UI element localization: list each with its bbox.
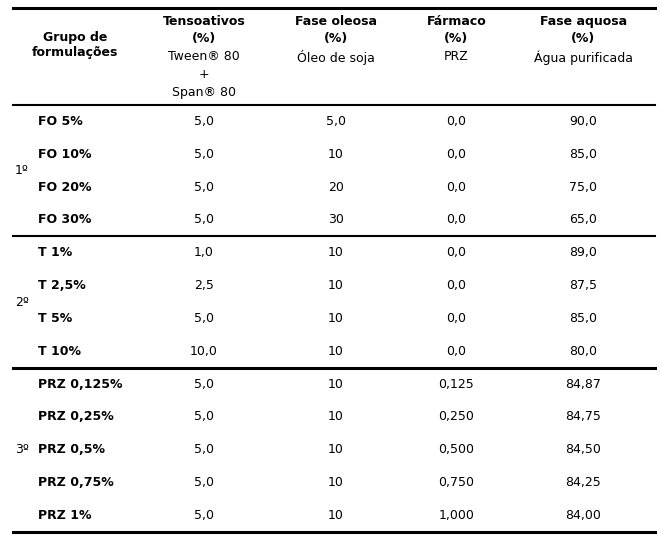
Text: Grupo de
formulações: Grupo de formulações [32, 31, 118, 59]
Text: T 1%: T 1% [38, 246, 73, 259]
Text: 10: 10 [328, 148, 344, 161]
Text: 10: 10 [328, 377, 344, 390]
Text: T 5%: T 5% [38, 312, 73, 325]
Text: 10,0: 10,0 [190, 345, 218, 358]
Text: 5,0: 5,0 [194, 213, 214, 226]
Text: 5,0: 5,0 [326, 115, 346, 128]
Text: 84,87: 84,87 [565, 377, 601, 390]
Text: 85,0: 85,0 [569, 312, 598, 325]
Text: 0,0: 0,0 [446, 180, 467, 194]
Text: +: + [199, 68, 209, 81]
Text: (%): (%) [571, 32, 596, 45]
Text: Óleo de soja: Óleo de soja [297, 50, 375, 65]
Text: Fármaco: Fármaco [426, 15, 487, 28]
Text: FO 10%: FO 10% [38, 148, 92, 161]
Text: PRZ 0,5%: PRZ 0,5% [38, 443, 105, 456]
Text: 3º: 3º [15, 443, 28, 456]
Text: 5,0: 5,0 [194, 443, 214, 456]
Text: 2º: 2º [15, 295, 28, 308]
Text: 5,0: 5,0 [194, 410, 214, 423]
Text: 10: 10 [328, 476, 344, 489]
Text: 0,0: 0,0 [446, 246, 467, 259]
Text: 10: 10 [328, 279, 344, 292]
Text: 0,0: 0,0 [446, 345, 467, 358]
Text: 90,0: 90,0 [569, 115, 597, 128]
Text: 0,0: 0,0 [446, 213, 467, 226]
Text: 0,125: 0,125 [438, 377, 474, 390]
Text: PRZ 0,75%: PRZ 0,75% [38, 476, 114, 489]
Text: 10: 10 [328, 443, 344, 456]
Text: 1,0: 1,0 [194, 246, 214, 259]
Text: 65,0: 65,0 [569, 213, 597, 226]
Text: (%): (%) [444, 32, 469, 45]
Text: 84,25: 84,25 [565, 476, 601, 489]
Text: 0,750: 0,750 [438, 476, 475, 489]
Text: 75,0: 75,0 [569, 180, 598, 194]
Text: 87,5: 87,5 [569, 279, 598, 292]
Text: 89,0: 89,0 [569, 246, 597, 259]
Text: 5,0: 5,0 [194, 509, 214, 522]
Text: PRZ 0,125%: PRZ 0,125% [38, 377, 123, 390]
Text: FO 5%: FO 5% [38, 115, 83, 128]
Text: 84,00: 84,00 [565, 509, 601, 522]
Text: 5,0: 5,0 [194, 148, 214, 161]
Text: Tween® 80: Tween® 80 [168, 50, 240, 63]
Text: 5,0: 5,0 [194, 115, 214, 128]
Text: 10: 10 [328, 312, 344, 325]
Text: 5,0: 5,0 [194, 312, 214, 325]
Text: 84,75: 84,75 [565, 410, 601, 423]
Text: 0,0: 0,0 [446, 148, 467, 161]
Text: 10: 10 [328, 509, 344, 522]
Text: (%): (%) [192, 32, 216, 45]
Text: T 2,5%: T 2,5% [38, 279, 86, 292]
Text: Fase aquosa: Fase aquosa [540, 15, 627, 28]
Text: 1º: 1º [15, 164, 28, 177]
Text: 0,0: 0,0 [446, 115, 467, 128]
Text: 0,250: 0,250 [438, 410, 474, 423]
Text: FO 30%: FO 30% [38, 213, 92, 226]
Text: 5,0: 5,0 [194, 476, 214, 489]
Text: PRZ 1%: PRZ 1% [38, 509, 92, 522]
Text: Span® 80: Span® 80 [172, 86, 236, 99]
Text: 85,0: 85,0 [569, 148, 598, 161]
Text: 10: 10 [328, 246, 344, 259]
Text: 0,500: 0,500 [438, 443, 475, 456]
Text: 2,5: 2,5 [194, 279, 214, 292]
Text: 0,0: 0,0 [446, 312, 467, 325]
Text: FO 20%: FO 20% [38, 180, 92, 194]
Text: (%): (%) [324, 32, 348, 45]
Text: Fase oleosa: Fase oleosa [295, 15, 377, 28]
Text: 84,50: 84,50 [565, 443, 601, 456]
Text: 5,0: 5,0 [194, 377, 214, 390]
Text: Tensoativos: Tensoativos [162, 15, 245, 28]
Text: 30: 30 [328, 213, 344, 226]
Text: 0,0: 0,0 [446, 279, 467, 292]
Text: 80,0: 80,0 [569, 345, 598, 358]
Text: 10: 10 [328, 410, 344, 423]
Text: 10: 10 [328, 345, 344, 358]
Text: T 10%: T 10% [38, 345, 81, 358]
Text: Água purificada: Água purificada [534, 50, 633, 65]
Text: 20: 20 [328, 180, 344, 194]
Text: 1,000: 1,000 [438, 509, 474, 522]
Text: PRZ: PRZ [444, 50, 469, 63]
Text: 5,0: 5,0 [194, 180, 214, 194]
Text: PRZ 0,25%: PRZ 0,25% [38, 410, 114, 423]
